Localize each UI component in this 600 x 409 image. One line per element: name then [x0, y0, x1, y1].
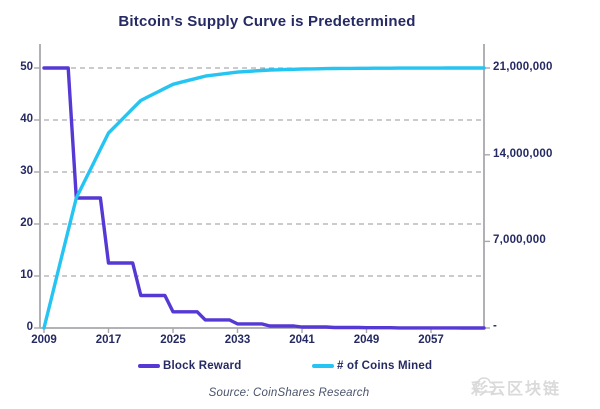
x-tick-2057: 2057	[418, 334, 444, 346]
y-left-tick-40: 40	[20, 113, 33, 125]
y-right-tick-7m: 7,000,000	[493, 234, 546, 246]
x-tick-2009: 2009	[31, 334, 57, 346]
block-reward-line-swatch	[138, 364, 160, 368]
block-reward-line	[42, 66, 486, 330]
chart-title: Bitcoin's Supply Curve is Predetermined	[118, 13, 416, 30]
chart-legend: Block Reward # of Coins Mined	[0, 358, 600, 374]
coins-mined-line	[42, 66, 486, 330]
x-tick-2017: 2017	[95, 334, 122, 346]
legend-label-coins-mined: # of Coins Mined	[337, 360, 433, 372]
coins-mined-line-swatch	[312, 364, 334, 368]
y-left-tick-10: 10	[20, 269, 33, 281]
legend-item-block-reward: Block Reward	[138, 358, 241, 374]
x-tick-2033: 2033	[224, 334, 251, 346]
source-note: Source: CoinShares Research	[208, 387, 370, 399]
x-tick-2049: 2049	[353, 334, 380, 346]
y-left-tick-50: 50	[20, 61, 33, 73]
y-left-tick-30: 30	[20, 165, 33, 177]
axes	[39, 44, 485, 329]
gridlines	[44, 67, 482, 277]
y-right-tick-21m: 21,000,000	[493, 61, 553, 73]
y-right-tick-zero: -	[493, 320, 498, 332]
x-tick-2025: 2025	[160, 334, 186, 346]
y-left-tick-20: 20	[20, 217, 33, 229]
watermark-text: 彩云区块链	[471, 381, 562, 398]
y-right-tick-14m: 14,000,000	[493, 148, 553, 160]
cloud-icon	[473, 377, 496, 393]
tick-marks	[34, 67, 490, 333]
legend-label-block-reward: Block Reward	[163, 360, 242, 372]
watermark: 彩云区块链	[471, 375, 561, 399]
x-tick-2041: 2041	[289, 334, 315, 346]
legend-item-coins-mined: # of Coins Mined	[312, 358, 432, 374]
y-left-tick-0: 0	[26, 321, 33, 333]
data-series	[42, 66, 486, 330]
